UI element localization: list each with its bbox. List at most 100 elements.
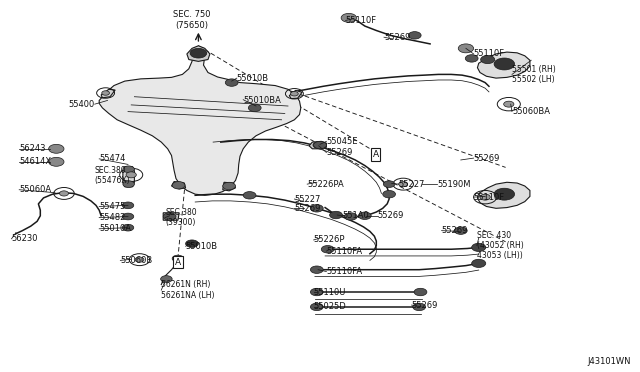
Text: SEC. 430
(43052 (RH)
43053 (LH)): SEC. 430 (43052 (RH) 43053 (LH)) [477,231,524,260]
Text: 55269: 55269 [326,148,353,157]
Circle shape [399,182,408,187]
Text: 55060B: 55060B [120,256,152,265]
Polygon shape [99,46,301,195]
Text: 55269: 55269 [294,204,321,213]
Circle shape [135,257,144,262]
Text: 55010A: 55010A [99,224,131,233]
Circle shape [172,255,184,262]
Circle shape [458,44,474,53]
Circle shape [122,213,134,220]
Circle shape [465,55,478,62]
Text: 55269: 55269 [412,301,438,310]
Polygon shape [309,141,326,149]
Polygon shape [187,46,210,61]
Text: 55010B: 55010B [186,242,218,251]
Circle shape [248,104,261,112]
Circle shape [383,190,396,198]
Circle shape [313,142,324,148]
Polygon shape [289,90,302,99]
Text: 55269: 55269 [384,33,410,42]
Circle shape [163,213,176,220]
Circle shape [190,48,207,58]
Text: 55190M: 55190M [437,180,470,189]
Circle shape [310,303,323,311]
Text: J43101WN: J43101WN [587,357,630,366]
Polygon shape [223,182,236,191]
Text: 55110U: 55110U [314,288,346,296]
Polygon shape [123,167,134,187]
Text: 55110F: 55110F [346,16,377,25]
Text: 55110F: 55110F [474,193,505,202]
Text: 55269: 55269 [378,211,404,220]
Circle shape [225,79,238,86]
Circle shape [413,303,426,311]
Text: 55400: 55400 [68,100,95,109]
Circle shape [330,211,342,219]
Text: 55482: 55482 [99,213,125,222]
Circle shape [122,202,134,209]
Circle shape [223,182,236,190]
Circle shape [49,157,64,166]
Text: 55269: 55269 [474,154,500,163]
Text: 55010B: 55010B [237,74,269,83]
Circle shape [321,246,334,253]
Text: 551A0: 551A0 [342,211,369,220]
Text: 55226PA: 55226PA [307,180,344,189]
Circle shape [172,182,185,189]
Text: SEC.380
(39300): SEC.380 (39300) [165,208,196,227]
Polygon shape [477,182,530,208]
Text: 55501 (RH)
55502 (LH): 55501 (RH) 55502 (LH) [512,65,556,84]
Circle shape [504,101,514,107]
Text: 55227: 55227 [399,180,425,189]
Text: 55475: 55475 [99,202,125,211]
Circle shape [123,166,134,173]
Circle shape [494,58,515,70]
Circle shape [60,191,68,196]
Text: A: A [175,258,181,267]
Circle shape [310,266,323,273]
Text: 55226P: 55226P [314,235,345,244]
Circle shape [243,192,256,199]
Text: 56261N (RH)
56261NA (LH): 56261N (RH) 56261NA (LH) [161,280,215,300]
Circle shape [291,92,298,96]
Circle shape [454,227,467,234]
Text: 55045E: 55045E [326,137,358,146]
Text: SEC. 750
(75650): SEC. 750 (75650) [173,10,211,30]
Circle shape [383,181,395,187]
Text: 55110FA: 55110FA [326,267,362,276]
Circle shape [472,243,486,251]
Text: 55060A: 55060A [19,185,51,194]
Circle shape [414,288,427,296]
Circle shape [186,240,198,247]
Text: 55010BA: 55010BA [243,96,281,105]
Circle shape [310,288,323,296]
Circle shape [126,172,136,178]
Circle shape [481,55,495,64]
Circle shape [494,188,515,200]
Text: 55227: 55227 [294,195,321,203]
Circle shape [344,213,357,220]
Text: 55110F: 55110F [474,49,505,58]
Circle shape [122,224,134,231]
Polygon shape [172,182,186,189]
Text: 55269: 55269 [442,226,468,235]
Text: SEC.380
(55476X): SEC.380 (55476X) [95,166,131,185]
Circle shape [341,13,356,22]
Text: 55110FA: 55110FA [326,247,362,256]
Text: 54614X: 54614X [19,157,51,166]
Circle shape [102,91,109,95]
Circle shape [480,194,490,200]
Text: A: A [372,150,379,159]
Polygon shape [477,52,530,78]
Polygon shape [163,213,179,220]
Polygon shape [101,89,115,98]
Circle shape [314,141,326,149]
Circle shape [408,32,421,39]
Circle shape [358,212,371,219]
Text: 55060BA: 55060BA [512,107,550,116]
Circle shape [472,259,486,267]
Text: 56230: 56230 [12,234,38,243]
Circle shape [310,205,323,212]
Circle shape [161,276,172,282]
Text: 55474: 55474 [99,154,125,163]
